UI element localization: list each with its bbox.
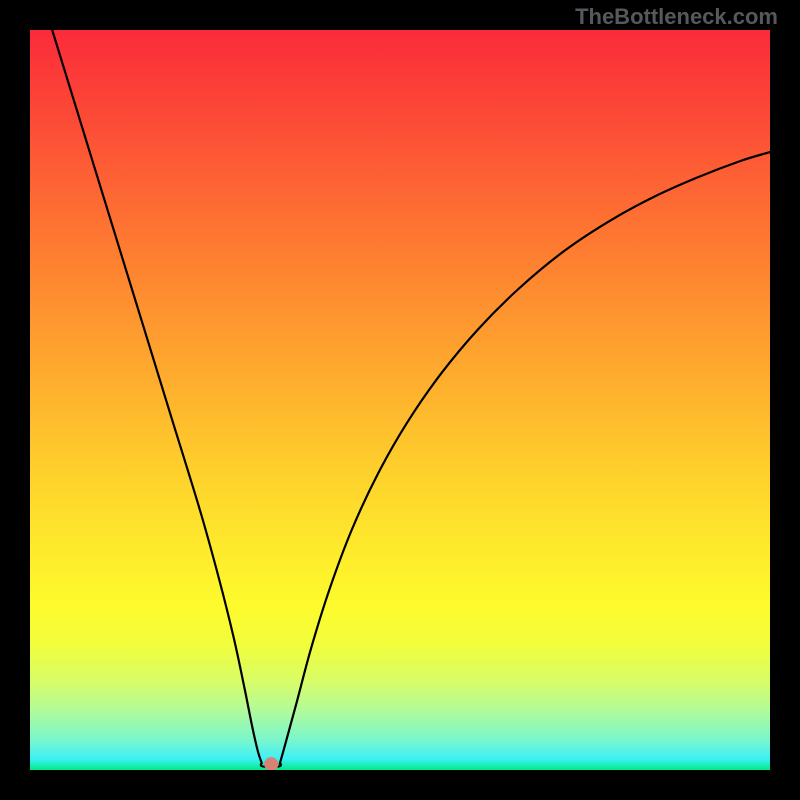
plot-area <box>30 30 770 770</box>
watermark-text: TheBottleneck.com <box>575 4 778 30</box>
chart-frame: TheBottleneck.com <box>0 0 800 800</box>
